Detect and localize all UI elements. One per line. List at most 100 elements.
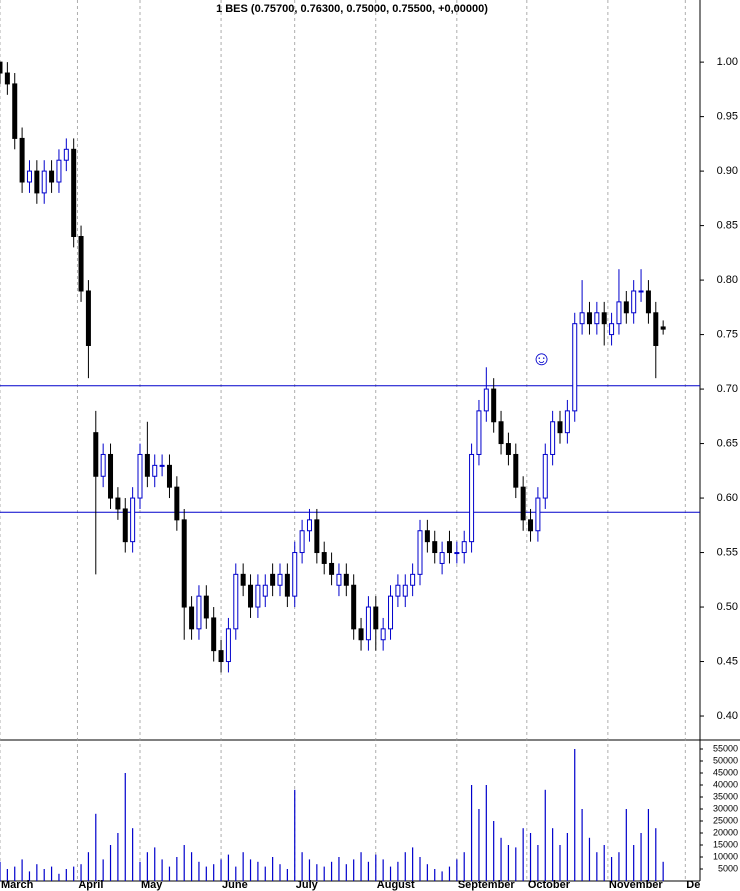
volume-bar [596,852,598,881]
candle-body [395,584,401,597]
volume-tick-label: 15000 [713,839,738,849]
candle-body [542,453,548,499]
volume-tick-label: 40000 [713,779,738,789]
volume-bar [559,845,561,881]
y-tick-label: 0.95 [717,111,738,123]
candle-body [277,573,283,586]
candle-body [446,541,452,554]
volume-bar [235,866,237,881]
candle-body [498,421,504,445]
candle-body [0,61,3,74]
volume-bar [264,866,266,881]
volume-bar [213,864,215,881]
volume-bar [14,866,16,881]
candle-body [159,464,165,467]
y-tick-label: 1.00 [717,56,738,68]
volume-bar [345,864,347,881]
volume-bar [662,861,664,881]
candle-body [491,388,497,423]
volume-bar [610,857,613,881]
candle-body [270,573,276,586]
volume-bar [146,852,148,881]
candle-body [284,573,290,597]
volume-bar [43,869,45,881]
volume-bar [500,837,502,881]
volume-bar [257,861,259,881]
volume-bar [655,828,657,881]
candle-body [225,628,231,663]
y-tick-label: 0.45 [717,655,738,667]
candle-body [248,584,254,608]
volume-tick-label: 10000 [713,851,738,861]
volume-bar [581,809,583,881]
candle-body [623,301,629,314]
volume-bar [132,828,134,881]
candle-body [645,290,651,314]
volume-bar [205,866,207,881]
candle-body [402,584,408,597]
volume-bar [389,866,392,881]
volume-tick-label: 20000 [713,827,738,837]
candle-body [594,312,600,325]
candle-body [616,301,622,325]
candle-body [586,312,592,325]
candle-body [115,497,121,510]
volume-bar [227,854,230,881]
volume-bar [294,789,296,881]
volume-bar [493,821,495,881]
volume-tick-label: 35000 [713,791,738,801]
volume-bar [338,857,340,881]
candle-body [218,650,224,663]
y-tick-label: 0.75 [717,328,738,340]
volume-bar [426,864,428,881]
x-tick-label: October [528,879,571,891]
volume-bar [316,864,318,881]
y-tick-label: 0.65 [717,437,738,449]
candle-body [292,552,298,597]
candle-body [314,519,320,554]
volume-bar [588,837,591,881]
volume-bar [161,859,163,881]
volume-bar [618,852,620,881]
volume-bar [574,749,576,881]
volume-bar [566,833,568,881]
volume-bar [198,861,200,881]
candle-body [513,453,519,488]
candle-body [41,170,47,194]
candle-body [63,148,69,161]
volume-bar [249,859,252,881]
candle-body [93,432,99,477]
candle-body [26,170,32,183]
candle-body [476,410,482,455]
volume-bar [522,828,524,881]
volume-bar [21,859,23,881]
volume-tick-label: 25000 [713,815,738,825]
volume-bar [470,785,473,881]
candle-body [336,573,342,586]
volume-bar [0,861,1,881]
y-tick-label: 0.80 [717,274,738,286]
candle-body [343,573,349,586]
volume-bar [353,859,355,881]
volume-bar [168,866,171,881]
candle-body [461,541,467,554]
volume-bar [515,847,517,881]
candle-body [483,388,489,412]
annotation: ☺ [531,348,551,370]
candle-body [439,552,445,564]
volume-bar [330,861,333,881]
candle-body [203,595,209,619]
y-tick-label: 0.70 [717,383,738,395]
candle-body [505,443,511,455]
volume-bar [544,789,546,881]
x-tick-label: August [377,879,415,891]
volume-bar [109,845,112,881]
volume-bar [242,852,244,881]
volume-bar [308,859,311,881]
candle-body [299,530,305,554]
volume-bar [154,847,156,881]
candle-body [12,83,18,139]
x-tick-label: June [222,879,248,891]
candle-body [388,595,394,630]
